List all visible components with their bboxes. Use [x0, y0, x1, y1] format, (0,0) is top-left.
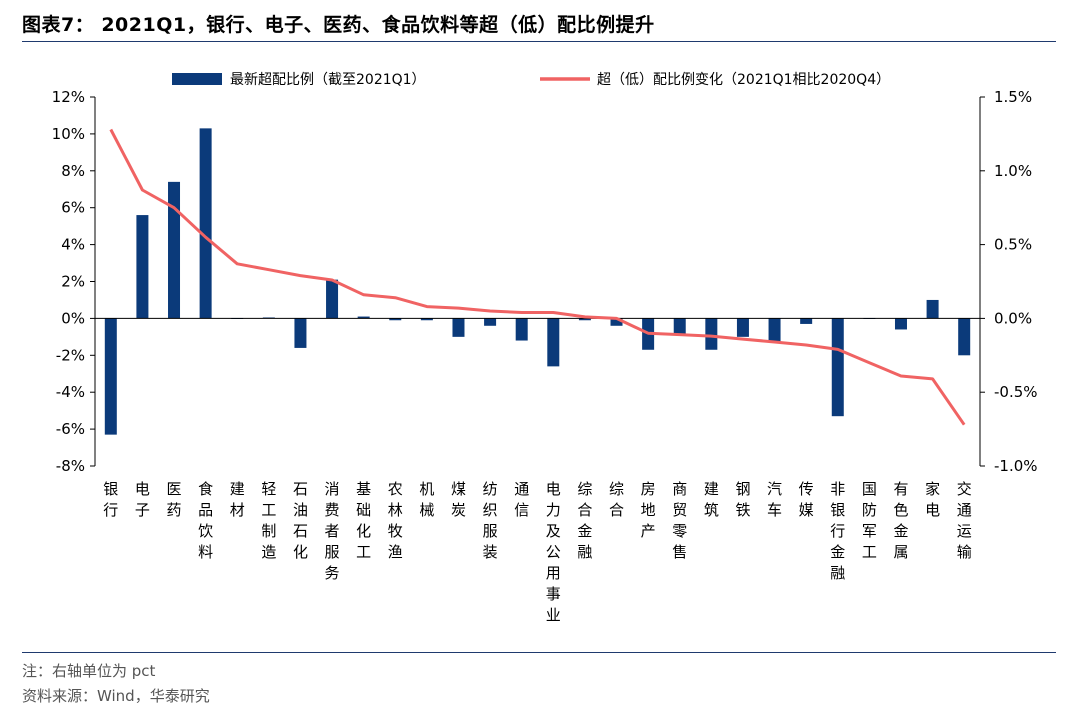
left-tick-label: 10% [52, 125, 85, 143]
bar-电力及公用事业 [547, 318, 560, 367]
bar-建筑 [705, 318, 718, 350]
bar-石油石化 [294, 318, 307, 348]
bar-交通运输 [958, 318, 971, 356]
bar-有色金属 [894, 318, 907, 330]
left-tick-label: 0% [61, 309, 85, 327]
category-label: 石油石化 [293, 480, 308, 561]
legend-bar-swatch [172, 73, 222, 85]
category-label: 食品饮料 [198, 480, 213, 561]
legend-bar-label: 最新超配比例（截至2021Q1） [230, 72, 426, 88]
category-label: 通信 [514, 480, 529, 519]
legend: 最新超配比例（截至2021Q1） 超（低）配比例变化（2021Q1相比2020Q4… [172, 72, 890, 88]
left-tick-label: -6% [56, 420, 85, 438]
bottom-rule [22, 652, 1056, 653]
right-tick-label: 0.0% [994, 309, 1032, 327]
category-label: 钢铁 [735, 480, 750, 519]
category-label: 房地产 [641, 480, 656, 540]
bar-机械 [420, 318, 433, 321]
bar-series [104, 128, 971, 435]
bar-食品饮料 [199, 128, 212, 319]
category-label: 综合 [609, 480, 624, 519]
left-tick-label: 12% [52, 88, 85, 106]
bar-煤炭 [452, 318, 465, 337]
bar-农林牧渔 [389, 318, 402, 321]
left-tick-label: -4% [56, 383, 85, 401]
category-label: 农林牧渔 [388, 480, 403, 561]
bar-通信 [515, 318, 528, 341]
category-label: 电力及公用事业 [546, 480, 561, 624]
bar-钢铁 [736, 318, 749, 337]
bar-综合 [610, 318, 623, 326]
category-label: 建筑 [704, 480, 719, 519]
right-tick-label: 0.5% [994, 236, 1032, 254]
category-label: 轻工制造 [261, 480, 276, 561]
footnote-source: 资料来源：Wind，华泰研究 [22, 687, 210, 705]
left-tick-label: 4% [61, 236, 85, 254]
category-label: 交通运输 [957, 480, 972, 561]
category-label: 汽车 [767, 480, 782, 519]
category-label: 医药 [167, 480, 182, 519]
line-series [109, 128, 966, 426]
left-tick-label: -8% [56, 457, 85, 475]
left-tick-label: 8% [61, 162, 85, 180]
change-line [109, 128, 966, 426]
category-label: 建材 [230, 480, 245, 519]
right-tick-label: 1.5% [994, 88, 1032, 106]
category-label: 有色金属 [893, 480, 908, 561]
right-tick-label: -1.0% [994, 457, 1038, 475]
footnote-unit: 注：右轴单位为 pct [22, 662, 156, 680]
category-label: 消费者服务 [325, 480, 340, 582]
bar-纺织服装 [484, 318, 497, 326]
bar-电子 [136, 215, 149, 319]
category-label: 综合金融 [577, 480, 592, 561]
right-tick-label: -0.5% [994, 383, 1038, 401]
bar-基础化工 [357, 316, 370, 319]
bar-非银行金融 [831, 318, 844, 417]
top-rule [22, 41, 1056, 42]
chart-title: 图表7： 2021Q1，银行、电子、医药、食品饮料等超（低）配比例提升 [22, 14, 655, 36]
category-label: 基础化工 [356, 480, 371, 561]
category-label: 家电 [925, 480, 940, 519]
category-label: 银行 [103, 480, 118, 519]
left-tick-label: -2% [56, 346, 85, 364]
category-label: 传媒 [799, 480, 814, 519]
right-axis: -1.0% -0.5% 0.0% 0.5% 1.0% 1.5% [979, 88, 1038, 475]
bar-银行 [104, 318, 117, 435]
right-tick-label: 1.0% [994, 162, 1032, 180]
category-label: 煤炭 [451, 480, 466, 519]
bar-商贸零售 [673, 318, 686, 336]
category-label: 国防军工 [862, 480, 877, 561]
bar-汽车 [768, 318, 781, 343]
bar-消费者服务 [326, 279, 339, 319]
category-label: 电子 [135, 480, 150, 519]
left-tick-label: 2% [61, 273, 85, 291]
category-label: 非银行金融 [830, 480, 845, 582]
left-axis: -8% -6% -4% -2% 0% 2% 4% 6% 8% 10% 12% [52, 88, 96, 475]
legend-line-label: 超（低）配比例变化（2021Q1相比2020Q4） [597, 72, 890, 88]
left-tick-label: 6% [61, 199, 85, 217]
category-label: 纺织服装 [483, 480, 498, 561]
category-label: 机械 [419, 480, 434, 519]
bar-传媒 [800, 318, 813, 324]
category-label: 商贸零售 [672, 480, 687, 561]
bar-医药 [168, 181, 181, 319]
bar-家电 [926, 299, 939, 319]
bar-综合金融 [578, 318, 591, 321]
